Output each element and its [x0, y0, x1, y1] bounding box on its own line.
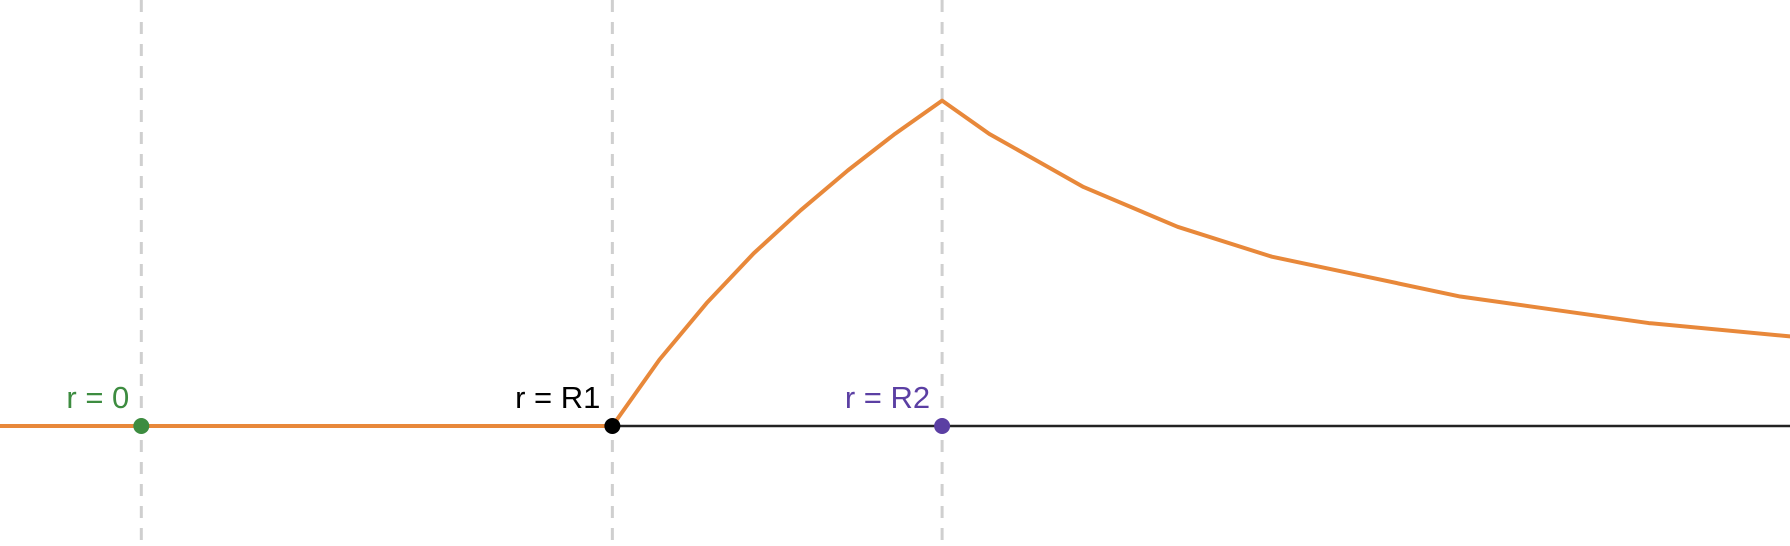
marker-point-r1[interactable] — [604, 418, 621, 434]
series-line-field — [0, 98, 1790, 428]
marker-label-r2: r = R2 — [845, 380, 930, 415]
marker-point-r2[interactable] — [934, 418, 951, 434]
marker-label-origin: r = 0 — [66, 380, 129, 415]
marker-point-origin[interactable] — [133, 418, 150, 434]
marker-label-r1: r = R1 — [515, 380, 600, 415]
